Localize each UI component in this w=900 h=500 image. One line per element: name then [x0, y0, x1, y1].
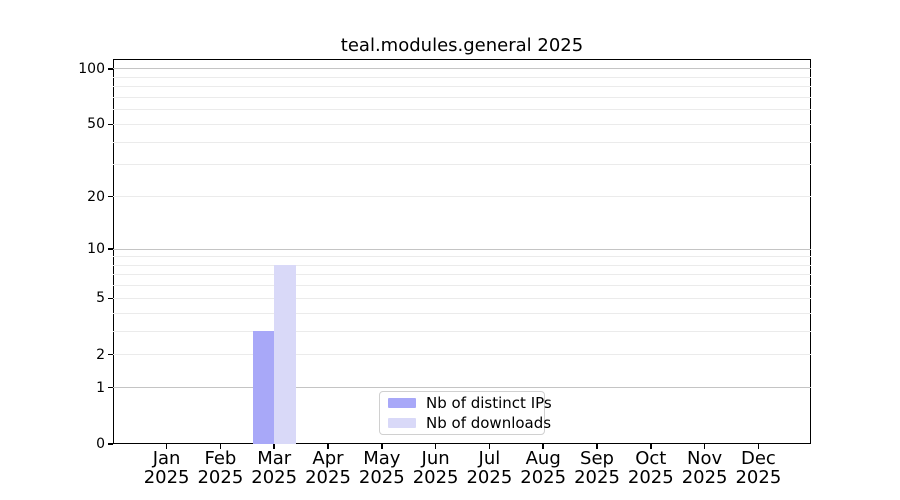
- gridline-minor: [113, 285, 811, 287]
- x-tick-year: 2025: [197, 467, 244, 488]
- gridline-minor: [113, 297, 811, 299]
- y-tick-label: 0: [96, 436, 105, 452]
- gridline-minor: [113, 264, 811, 266]
- gridline-minor: [113, 123, 811, 125]
- gridline-minor: [113, 76, 811, 78]
- y-tick-label: 10: [87, 241, 105, 258]
- gridline-major: [113, 68, 811, 70]
- gridline-minor: [113, 86, 811, 88]
- gridline-minor: [113, 196, 811, 197]
- y-tick-label: 50: [87, 116, 105, 133]
- x-tick-year: 2025: [574, 467, 620, 488]
- gridline-minor: [113, 312, 811, 314]
- x-tick-label: Jan 2025: [131, 449, 203, 487]
- bar-distinct-ips: [252, 331, 275, 444]
- legend-label-distinct-ips: Nb of distinct IPs: [426, 394, 552, 412]
- y-tick: [107, 386, 113, 389]
- gridline-minor: [113, 164, 811, 166]
- y-tick: [107, 68, 113, 70]
- x-tick-year: 2025: [358, 467, 405, 488]
- x-tick-month: Jul: [478, 448, 501, 469]
- x-tick-month: Aug: [525, 448, 561, 469]
- x-tick-label: Jul 2025: [453, 449, 525, 487]
- x-tick-year: 2025: [305, 467, 351, 488]
- gridline-minor: [113, 354, 811, 356]
- y-tick-label: 1: [96, 379, 105, 396]
- gridline-minor: [113, 256, 811, 258]
- x-tick: [381, 444, 383, 449]
- x-tick-month: Sep: [580, 448, 614, 469]
- legend-item-downloads: Nb of downloads: [380, 414, 551, 432]
- gridline-minor: [113, 109, 811, 111]
- x-tick-label: May 2025: [346, 449, 418, 487]
- x-tick-month: May: [363, 448, 401, 469]
- x-tick-month: Mar: [257, 448, 292, 469]
- x-tick: [650, 444, 652, 449]
- x-tick-month: Oct: [635, 448, 667, 469]
- x-tick-label: Jun 2025: [400, 449, 472, 487]
- x-tick-label: Feb 2025: [184, 449, 256, 487]
- x-tick: [542, 444, 544, 449]
- gridline-minor: [113, 274, 811, 276]
- x-tick-label: Sep 2025: [561, 449, 633, 487]
- gridline-minor: [113, 96, 811, 98]
- x-tick: [703, 444, 706, 449]
- x-tick: [757, 444, 760, 449]
- x-tick: [488, 444, 491, 449]
- plot-area: [113, 59, 811, 444]
- x-tick-year: 2025: [143, 467, 190, 488]
- gridline-minor: [113, 330, 811, 332]
- y-tick: [107, 353, 113, 356]
- x-tick-month: Jan: [152, 448, 181, 469]
- chart-title: teal.modules.general 2025: [340, 35, 584, 56]
- x-tick-label: Oct 2025: [615, 449, 687, 487]
- x-tick: [273, 444, 275, 449]
- x-tick: [434, 444, 437, 449]
- legend: Nb of distinct IPs Nb of downloads: [379, 391, 552, 435]
- legend-label-downloads: Nb of downloads: [426, 414, 552, 432]
- y-tick-label: 100: [78, 60, 105, 77]
- gridline-major: [113, 248, 811, 250]
- y-tick: [107, 123, 113, 126]
- x-tick-year: 2025: [627, 467, 674, 488]
- x-tick: [596, 444, 598, 449]
- x-tick-label: Mar 2025: [238, 449, 310, 487]
- x-tick-year: 2025: [735, 467, 782, 488]
- x-tick-year: 2025: [681, 467, 728, 488]
- x-tick-month: Feb: [204, 448, 237, 469]
- legend-swatch-downloads: [388, 418, 416, 428]
- x-tick-label: Aug 2025: [507, 449, 579, 487]
- x-tick-label: Dec 2025: [722, 449, 794, 487]
- x-tick-month: Dec: [740, 448, 776, 469]
- x-tick: [165, 444, 168, 449]
- x-tick: [219, 444, 222, 449]
- y-tick: [107, 195, 113, 198]
- x-tick-year: 2025: [251, 467, 298, 488]
- x-tick-year: 2025: [466, 467, 513, 488]
- y-tick: [107, 443, 113, 445]
- x-tick-month: Jun: [421, 448, 450, 469]
- y-tick: [107, 297, 113, 300]
- x-tick-year: 2025: [520, 467, 567, 488]
- y-tick-label: 2: [96, 346, 105, 363]
- y-tick-label: 5: [96, 290, 105, 307]
- y-tick: [107, 248, 113, 250]
- x-tick-year: 2025: [412, 467, 459, 488]
- x-tick-month: Apr: [312, 448, 344, 469]
- legend-swatch-distinct-ips: [388, 398, 416, 408]
- gridline-major: [113, 387, 811, 389]
- bar-downloads: [274, 265, 296, 444]
- legend-item-distinct-ips: Nb of distinct IPs: [380, 394, 552, 412]
- x-tick-label: Nov 2025: [669, 449, 741, 487]
- x-tick-month: Nov: [687, 448, 723, 469]
- x-tick: [327, 444, 329, 449]
- y-tick-label: 20: [87, 188, 105, 205]
- x-tick-label: Apr 2025: [292, 449, 364, 487]
- gridline-minor: [113, 141, 811, 143]
